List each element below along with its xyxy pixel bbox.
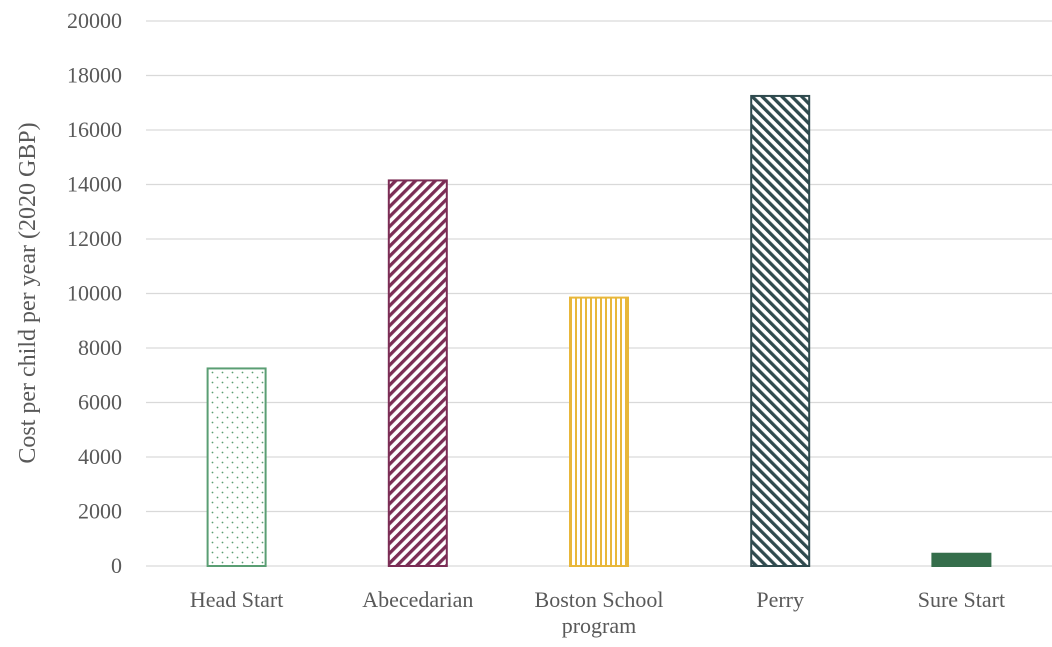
x-axis-category-labels: Head Start Abecedarian Boston School progra… [190, 587, 1005, 638]
y-tick-label: 20000 [67, 8, 122, 33]
x-category-label: Perry [756, 587, 804, 612]
y-tick-label: 16000 [67, 117, 122, 142]
y-tick-label: 10000 [67, 281, 122, 306]
y-axis-tick-labels: 0 2000 4000 6000 8000 10000 12000 14000 16000 180… [67, 8, 122, 578]
bar [569, 296, 629, 567]
x-category-label: Boston School program [535, 587, 664, 638]
x-category-label: Head Start [190, 587, 283, 612]
y-tick-label: 0 [111, 553, 122, 578]
y-tick-label: 12000 [67, 226, 122, 251]
bars [206, 94, 992, 567]
y-tick-label: 8000 [78, 335, 122, 360]
bar [931, 552, 992, 567]
y-axis-title: Cost per child per year (2020 GBP) [15, 122, 41, 463]
y-tick-label: 4000 [78, 444, 122, 469]
bar [206, 367, 267, 567]
bar [387, 179, 448, 567]
bar [750, 94, 811, 567]
y-tick-label: 2000 [78, 499, 122, 524]
y-tick-label: 14000 [67, 172, 122, 197]
x-category-label: Sure Start [918, 587, 1005, 612]
y-tick-label: 18000 [67, 63, 122, 88]
y-tick-label: 6000 [78, 390, 122, 415]
x-category-label: Abecedarian [362, 587, 473, 612]
